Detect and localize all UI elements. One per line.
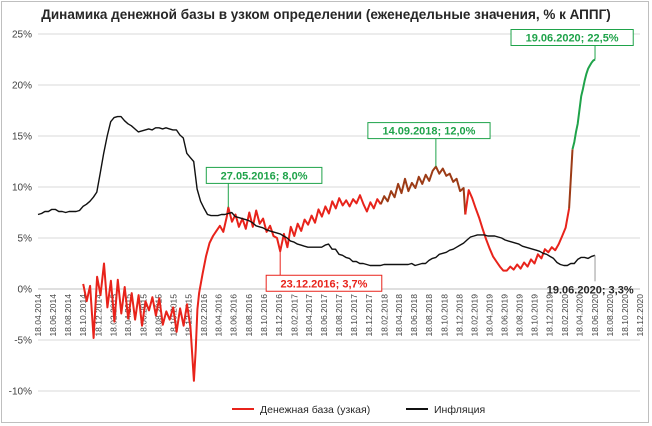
- x-axis-ticks: 18.04.2014 18.06.2014 18.08.2014 18.10.2014…: [33, 294, 645, 337]
- x-tick-label: 18.04.2018: [394, 294, 404, 337]
- x-tick-label: 18.02.2016: [199, 294, 209, 337]
- legend-label: Денежная база (узкая): [260, 404, 370, 416]
- x-tick-label: 18.08.2015: [153, 294, 163, 337]
- x-tick-label: 18.08.2018: [424, 294, 434, 337]
- annotation-box: [205, 166, 323, 184]
- annotation-box: [265, 274, 383, 292]
- x-tick-label: 18.04.2020: [575, 294, 585, 337]
- x-tick-label: 18.10.2020: [620, 294, 630, 337]
- y-tick-label: 0%: [18, 285, 33, 296]
- y-tick-label: 5%: [18, 234, 33, 245]
- annotation-label: 19.06.2020; 3,3%: [547, 284, 634, 296]
- x-tick-label: 18.02.2018: [379, 294, 389, 337]
- x-tick-label: 18.10.2016: [259, 294, 269, 337]
- x-tick-label: 18.04.2019: [484, 294, 494, 337]
- annotation-label: 27.05.2016; 8,0%: [221, 170, 308, 182]
- x-tick-label: 18.10.2019: [529, 294, 539, 337]
- x-tick-label: 18.08.2014: [63, 294, 73, 337]
- x-tick-label: 18.08.2017: [334, 294, 344, 337]
- money-base-line: [464, 189, 571, 272]
- annotation-box: [510, 29, 634, 46]
- money-base-line: [568, 149, 574, 209]
- x-tick-label: 18.06.2016: [229, 294, 239, 337]
- y-tick-label: 20%: [12, 81, 32, 92]
- x-tick-label: 18.12.2014: [93, 294, 103, 337]
- x-tick-label: 18.04.2014: [33, 294, 43, 337]
- inflation-line: [37, 115, 596, 267]
- y-axis-ticks: -10% -5% 0% 5% 10% 15% 20% 25%: [9, 30, 32, 398]
- annotation-label: 23.12.2016; 3,7%: [281, 278, 368, 290]
- x-tick-label: 18.12.2018: [454, 294, 464, 337]
- x-tick-label: 18.08.2016: [244, 294, 254, 337]
- x-tick-label: 18.02.2019: [470, 294, 480, 337]
- x-tick-label: 18.06.2019: [499, 294, 509, 337]
- annotation-label: 14.09.2018; 12,0%: [382, 126, 475, 138]
- y-tick-label: 10%: [12, 183, 32, 194]
- annotations: 27.05.2016; 8,0% 23.12.2016; 3,7% 14.09.20…: [205, 29, 634, 296]
- x-tick-label: 18.02.2017: [289, 294, 299, 337]
- x-tick-label: 18.12.2017: [364, 294, 374, 337]
- x-tick-label: 18.12.2019: [545, 294, 555, 337]
- y-tick-label: -5%: [14, 336, 32, 347]
- legend: Денежная база (узкая) Инфляция: [232, 404, 485, 416]
- x-tick-label: 18.10.2018: [439, 294, 449, 337]
- x-tick-label: 18.06.2018: [409, 294, 419, 337]
- x-tick-label: 18.02.2020: [560, 294, 570, 337]
- y-tick-label: 25%: [12, 30, 32, 41]
- x-tick-label: 18.10.2017: [349, 294, 359, 337]
- y-tick-label: 15%: [12, 132, 32, 143]
- y-tick-label: -10%: [9, 387, 32, 398]
- x-tick-label: 18.04.2016: [214, 294, 224, 337]
- chart-title: Динамика денежной базы в узком определен…: [41, 7, 611, 22]
- annotation-box: [367, 122, 491, 140]
- x-tick-label: 18.06.2020: [590, 294, 600, 337]
- money-base-line: [379, 165, 467, 215]
- x-tick-label: 18.08.2020: [605, 294, 615, 337]
- annotation-label: 19.06.2020; 22,5%: [526, 33, 619, 45]
- x-tick-label: 18.10.2014: [78, 294, 88, 337]
- legend-label: Инфляция: [434, 404, 485, 416]
- x-tick-label: 18.06.2014: [48, 294, 58, 337]
- x-tick-label: 18.06.2017: [319, 294, 329, 337]
- x-tick-label: 18.12.2016: [274, 294, 284, 337]
- x-tick-label: 18.04.2017: [304, 294, 314, 337]
- series-lines: [37, 58, 596, 382]
- x-tick-label: 18.12.2020: [635, 294, 645, 337]
- money-base-line-recent: [571, 58, 596, 150]
- x-tick-label: 18.08.2019: [514, 294, 524, 337]
